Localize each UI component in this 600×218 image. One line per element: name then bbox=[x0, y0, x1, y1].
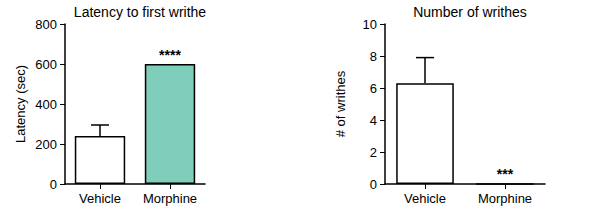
svg-text:200: 200 bbox=[35, 137, 57, 152]
svg-text:800: 800 bbox=[35, 17, 57, 32]
svg-text:600: 600 bbox=[35, 57, 57, 72]
svg-text:Vehicle: Vehicle bbox=[79, 191, 121, 206]
svg-text:6: 6 bbox=[370, 81, 377, 96]
svg-text:0: 0 bbox=[370, 177, 377, 192]
svg-text:Latency (sec): Latency (sec) bbox=[13, 65, 28, 143]
svg-text:Morphine: Morphine bbox=[143, 191, 197, 206]
svg-text:Morphine: Morphine bbox=[478, 191, 532, 206]
svg-text:Latency to first writhe: Latency to first writhe bbox=[74, 4, 206, 20]
svg-text:***: *** bbox=[497, 166, 514, 182]
svg-text:8: 8 bbox=[370, 49, 377, 64]
svg-text:****: **** bbox=[159, 47, 181, 63]
svg-text:4: 4 bbox=[370, 113, 377, 128]
svg-text:Number of writhes: Number of writhes bbox=[413, 4, 527, 20]
svg-text:2: 2 bbox=[370, 145, 377, 160]
svg-text:400: 400 bbox=[35, 97, 57, 112]
svg-text:0: 0 bbox=[50, 177, 57, 192]
svg-text:10: 10 bbox=[363, 17, 377, 32]
svg-text:# of writhes: # of writhes bbox=[333, 70, 348, 137]
svg-text:Vehicle: Vehicle bbox=[404, 191, 446, 206]
